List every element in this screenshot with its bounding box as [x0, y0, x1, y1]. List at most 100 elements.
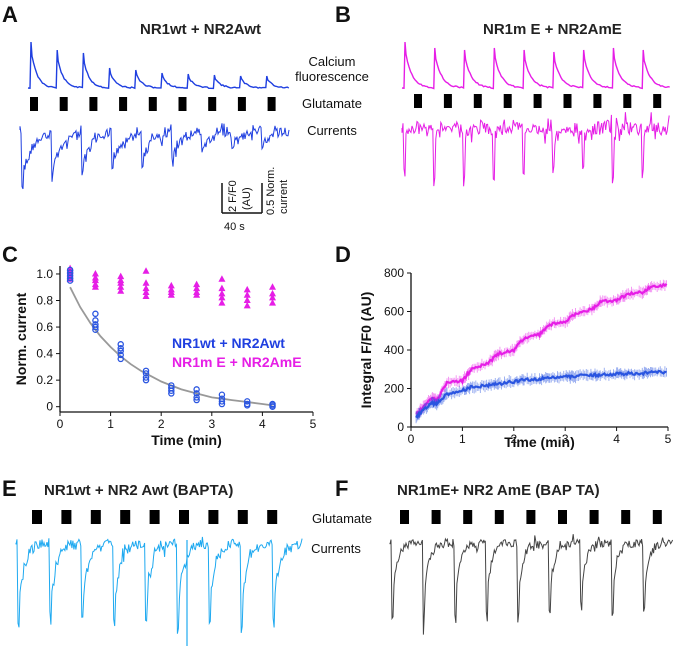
scale-y1b-label: (AU): [241, 187, 253, 210]
x-tick-label: 2: [158, 417, 165, 431]
data-point-triangle: [117, 279, 125, 286]
data-point-triangle: [269, 293, 277, 301]
data-point-triangle: [167, 291, 175, 298]
y-tick-label: 0.4: [36, 347, 53, 361]
scale-bar: 2 F/F0 (AU) 0.5 Norm. current 40 s: [221, 167, 290, 233]
panel-b-glutamate-bars: [414, 94, 662, 108]
panel-a-current-trace: [19, 123, 290, 190]
data-point-triangle: [218, 275, 226, 282]
data-point-circle: [142, 376, 150, 384]
currents-label-bottom: Currents: [311, 541, 361, 556]
data-point-circle: [117, 351, 124, 359]
glutamate-label-top: Glutamate: [302, 96, 362, 111]
glutamate-bar: [208, 510, 219, 524]
glutamate-bar: [148, 97, 157, 111]
data-point-triangle: [91, 276, 99, 284]
data-point-triangle: [91, 269, 99, 277]
glutamate-bar: [621, 510, 631, 524]
data-point-triangle: [117, 283, 125, 290]
panel-a-calcium-trace: [27, 41, 290, 90]
data-point-triangle: [218, 299, 226, 306]
y-tick-label: 0.2: [36, 373, 53, 387]
x-tick-label: 1: [459, 432, 466, 446]
data-point-circle: [218, 400, 226, 408]
data-point-circle: [66, 274, 74, 282]
glutamate-bar: [208, 97, 217, 111]
calcium-trace-path: [401, 41, 670, 90]
y-axis-label: Integral F/F0 (AU): [358, 292, 374, 409]
glutamate-bar: [400, 510, 409, 524]
data-point-triangle: [91, 283, 99, 290]
scale-y1-label: 2 F/F0: [227, 180, 239, 212]
x-tick-label: 0: [408, 432, 415, 446]
glutamate-bar: [149, 510, 160, 524]
glutamate-bar: [533, 94, 542, 108]
data-point-circle: [142, 374, 150, 381]
data-point-triangle: [193, 291, 201, 298]
data-point-circle: [269, 403, 276, 410]
data-point-triangle: [218, 284, 226, 292]
scale-y2b-label: current: [278, 180, 290, 214]
x-tick-label: 0: [57, 417, 64, 431]
x-tick-label: 4: [613, 432, 620, 446]
y-tick-label: 200: [384, 382, 404, 396]
y-tick-label: 0.8: [36, 294, 53, 308]
glutamate-bar: [414, 94, 422, 108]
panel-label-b: B: [335, 2, 351, 27]
data-point-circle: [193, 396, 200, 404]
glutamate-bar: [463, 510, 473, 524]
glutamate-bar: [59, 97, 68, 111]
glutamate-bar: [267, 510, 278, 524]
data-point-circle: [193, 390, 200, 397]
glutamate-bar: [563, 94, 572, 108]
data-point-circle: [92, 310, 99, 318]
data-point-circle: [117, 355, 124, 363]
scale-y2-label: 0.5 Norm.: [265, 167, 277, 215]
panel-label-f: F: [335, 476, 348, 501]
glutamate-bar: [179, 510, 189, 524]
glutamate-bar: [473, 94, 482, 108]
data-point-triangle: [243, 285, 251, 293]
data-point-circle: [142, 370, 150, 377]
x-tick-label: 2: [510, 432, 517, 446]
data-point-triangle: [269, 289, 277, 297]
data-point-circle: [193, 394, 200, 401]
glutamate-bar: [178, 97, 187, 111]
current-trace-path: [389, 534, 673, 635]
panel-b-calcium-trace: [401, 41, 670, 90]
data-point-triangle: [218, 289, 226, 297]
y-tick-label: 0: [46, 400, 53, 414]
data-point-triangle: [142, 279, 150, 286]
x-axis-label: Time (min): [504, 434, 575, 450]
calcium-label-line2: fluorescence: [295, 69, 369, 84]
glutamate-bar: [61, 510, 72, 524]
glutamate-bar: [443, 94, 452, 108]
y-tick-label: 800: [384, 266, 404, 280]
panel-label-d: D: [335, 242, 351, 267]
panel-a-title: NR1wt + NR2Awt: [140, 21, 261, 38]
y-tick-label: 1.0: [36, 267, 53, 281]
glutamate-bar: [558, 510, 567, 524]
data-point-circle: [243, 398, 251, 405]
panel-b-current-trace: [401, 112, 670, 187]
data-point-triangle: [117, 272, 125, 280]
data-point-circle: [168, 387, 175, 395]
glutamate-bar: [32, 510, 42, 524]
data-point-triangle: [193, 280, 201, 288]
data-point-triangle: [193, 284, 201, 292]
series-line: [415, 282, 668, 417]
x-tick-label: 3: [208, 417, 215, 431]
error-band: [415, 279, 667, 419]
data-point-triangle: [117, 287, 125, 294]
panel-b-title: NR1m E + NR2AmE: [483, 21, 622, 38]
current-trace-path: [401, 112, 670, 187]
y-tick-label: 0.6: [36, 320, 53, 334]
glutamate-bar: [503, 94, 512, 108]
error-band: [415, 366, 667, 424]
data-point-triangle: [142, 267, 150, 274]
legend-c-wt: NR1wt + NR2Awt: [172, 335, 285, 351]
panel-label-c: C: [2, 242, 18, 267]
chart-d: 0 1 2 3 4 5 0 200 400 600 800 Time (min) Integral F/…: [358, 266, 672, 450]
data-point-triangle: [142, 292, 150, 300]
